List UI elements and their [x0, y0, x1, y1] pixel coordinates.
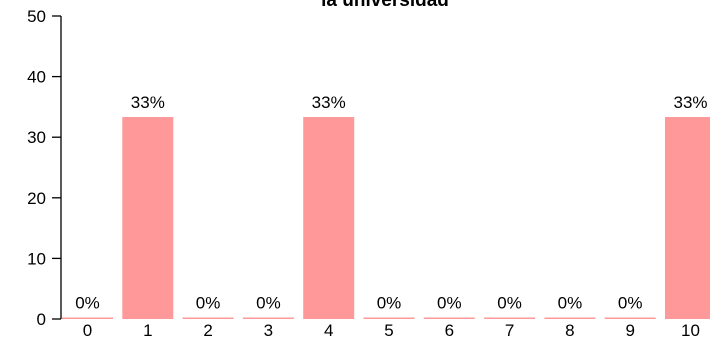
x-tick-label-9: 9	[625, 321, 634, 340]
y-axis: 0 10 20 30 40 50	[27, 7, 61, 329]
data-label-10: 33%	[673, 93, 707, 112]
x-tick-label-8: 8	[565, 321, 574, 340]
bars-group	[62, 117, 710, 319]
bar-0	[62, 318, 113, 320]
y-tick-label: 50	[27, 7, 46, 26]
y-tick-label: 40	[27, 68, 46, 87]
x-tick-label-10: 10	[681, 321, 700, 340]
y-tick-label: 20	[27, 189, 46, 208]
bar-5	[364, 318, 415, 320]
x-tick-label-5: 5	[384, 321, 393, 340]
data-label-2: 0%	[196, 294, 221, 313]
x-tick-label-6: 6	[445, 321, 454, 340]
x-tick-label-7: 7	[505, 321, 514, 340]
bar-4	[303, 117, 354, 319]
x-tick-label-0: 0	[83, 321, 92, 340]
data-label-5: 0%	[377, 294, 402, 313]
bar-7	[484, 318, 535, 320]
data-label-1: 33%	[131, 93, 165, 112]
bar-10	[665, 117, 710, 319]
data-label-3: 0%	[256, 294, 281, 313]
x-tick-label-3: 3	[264, 321, 273, 340]
y-tick-label: 0	[37, 310, 46, 329]
bar-3	[243, 318, 294, 320]
data-label-8: 0%	[558, 294, 583, 313]
bar-6	[424, 318, 475, 320]
data-label-0: 0%	[75, 294, 100, 313]
data-label-9: 0%	[618, 294, 643, 313]
chart-title: la universidad	[321, 0, 449, 11]
x-tick-label-4: 4	[324, 321, 333, 340]
x-tick-label-2: 2	[203, 321, 212, 340]
bar-9	[605, 318, 656, 320]
bar-8	[544, 318, 595, 320]
x-tick-label-1: 1	[143, 321, 152, 340]
y-tick-label: 30	[27, 128, 46, 147]
data-label-6: 0%	[437, 294, 462, 313]
data-label-4: 33%	[312, 93, 346, 112]
x-tick-labels-group: 0 1 2 3 4 5 6 7 8 9 10	[83, 321, 700, 340]
bar-2	[183, 318, 234, 320]
bar-1	[122, 117, 173, 319]
y-tick-label: 10	[27, 249, 46, 268]
data-label-7: 0%	[497, 294, 522, 313]
